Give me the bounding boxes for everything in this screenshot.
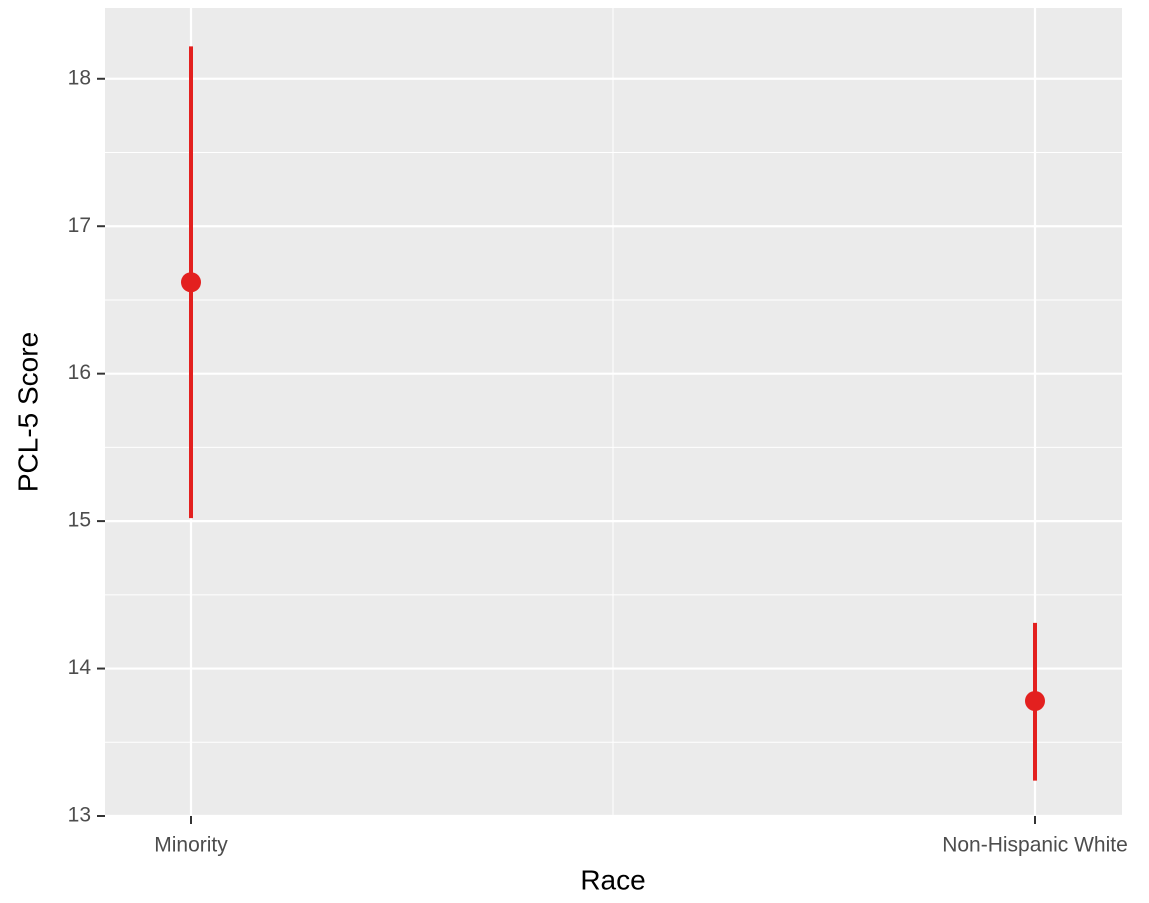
point (181, 272, 201, 293)
x-axis-title: Race (580, 864, 645, 895)
y-tick-label: 13 (68, 804, 91, 827)
x-tick-label: Non-Hispanic White (942, 834, 1128, 857)
x-tick-label: Minority (154, 834, 228, 857)
y-tick-label: 14 (68, 656, 92, 679)
point (1025, 690, 1045, 711)
y-tick-label: 15 (68, 509, 91, 532)
y-tick-label: 17 (68, 214, 91, 237)
grid (105, 8, 1122, 818)
y-axis-title: PCL-5 Score (12, 332, 43, 492)
x-labels: Minority Non-Hispanic White (154, 834, 1128, 857)
y-tick-label: 18 (68, 66, 91, 89)
y-tick-label: 16 (68, 361, 91, 384)
